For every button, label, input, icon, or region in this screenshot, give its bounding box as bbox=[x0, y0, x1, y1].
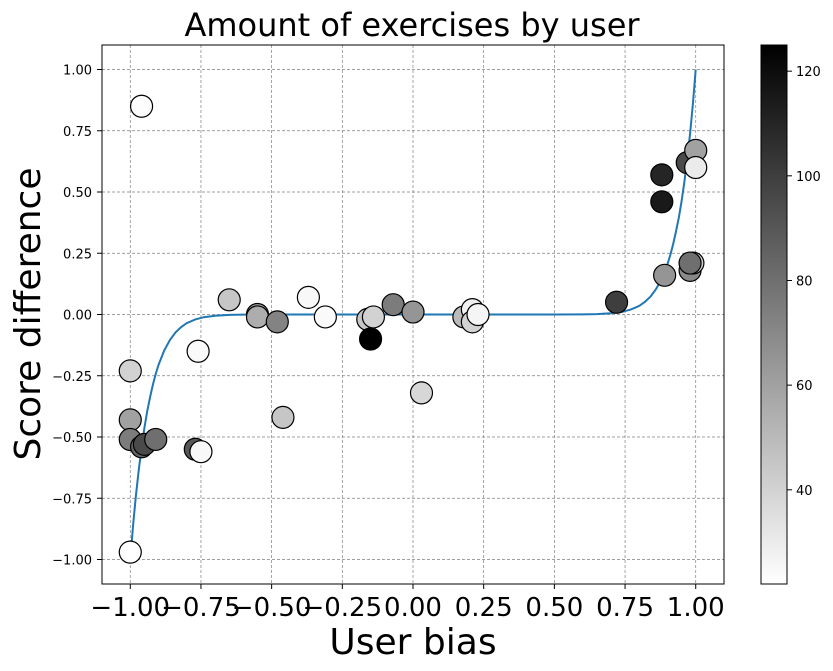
data-point bbox=[650, 190, 674, 214]
data-points bbox=[118, 94, 708, 564]
data-point bbox=[358, 327, 383, 351]
y-tick-label: −0.75 bbox=[52, 492, 92, 507]
x-tick-label: 0.50 bbox=[525, 593, 583, 623]
data-point bbox=[245, 305, 270, 329]
data-point bbox=[118, 408, 142, 432]
x-tick-label: 0.25 bbox=[455, 593, 513, 623]
chart-title: Amount of exercises by user bbox=[184, 6, 640, 44]
data-point bbox=[653, 263, 677, 287]
colorbar-tick-label: 60 bbox=[796, 379, 813, 394]
x-tick-label: −1.00 bbox=[90, 593, 170, 623]
data-point bbox=[144, 427, 168, 452]
data-point bbox=[650, 163, 674, 187]
data-point bbox=[361, 305, 386, 329]
data-point bbox=[217, 288, 241, 312]
data-point bbox=[684, 155, 708, 180]
data-point bbox=[271, 405, 295, 429]
y-tick-label: 0.75 bbox=[63, 125, 92, 140]
data-point bbox=[186, 339, 210, 363]
x-tick-label: −0.75 bbox=[161, 593, 241, 623]
data-point bbox=[381, 293, 405, 317]
data-point bbox=[118, 540, 142, 564]
colorbar-tick-label: 80 bbox=[796, 274, 813, 289]
y-tick-label: 1.00 bbox=[63, 64, 92, 79]
colorbar-tick-label: 100 bbox=[796, 170, 821, 185]
y-tick-label: −1.00 bbox=[52, 554, 92, 569]
x-axis-label: User bias bbox=[329, 622, 496, 663]
y-tick-label: 0.00 bbox=[63, 309, 92, 324]
y-tick-label: −0.25 bbox=[52, 370, 92, 385]
data-point bbox=[604, 290, 629, 314]
colorbar-tick-label: 40 bbox=[796, 484, 813, 499]
colorbar bbox=[760, 44, 788, 585]
data-point bbox=[265, 310, 289, 334]
data-point bbox=[401, 300, 425, 324]
colorbar-ticks: 40 60 80 100 120 bbox=[787, 65, 821, 499]
data-point bbox=[678, 251, 702, 275]
data-point bbox=[466, 302, 490, 327]
x-tick-label: 1.00 bbox=[667, 593, 725, 623]
y-axis-label: Score difference bbox=[8, 168, 49, 461]
x-tick-label: 0.00 bbox=[384, 593, 442, 623]
x-tick-label: 0.75 bbox=[596, 593, 654, 623]
y-tick-label: 0.25 bbox=[63, 247, 92, 262]
data-point bbox=[409, 381, 434, 405]
data-point bbox=[189, 440, 213, 464]
y-tick-label: −0.50 bbox=[52, 431, 92, 446]
x-axis-ticks: −1.00−0.75−0.50−0.25 0.00 0.25 0.50 0.75 1.00 bbox=[90, 584, 725, 623]
data-point bbox=[118, 359, 142, 383]
x-tick-label: −0.50 bbox=[232, 593, 312, 623]
y-tick-label: 0.50 bbox=[63, 186, 92, 201]
x-tick-label: −0.25 bbox=[302, 593, 382, 623]
data-point bbox=[313, 305, 337, 329]
data-point bbox=[296, 285, 320, 309]
y-axis-ticks: −1.00 −0.75 −0.50 −0.25 0.00 0.25 0.50 0.75 1.00 bbox=[52, 64, 102, 569]
colorbar-tick-label: 120 bbox=[796, 65, 821, 80]
data-point bbox=[129, 94, 154, 118]
